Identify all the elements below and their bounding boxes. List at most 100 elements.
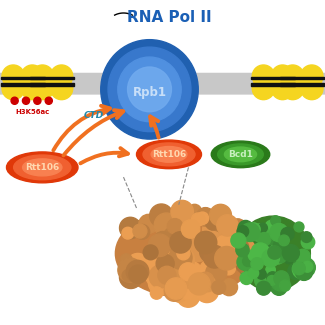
Circle shape	[298, 260, 315, 277]
Circle shape	[209, 257, 226, 273]
Circle shape	[172, 215, 191, 235]
Circle shape	[214, 228, 228, 242]
Circle shape	[223, 234, 244, 256]
Ellipse shape	[101, 40, 198, 139]
Circle shape	[241, 223, 259, 241]
Circle shape	[177, 243, 193, 259]
Circle shape	[255, 271, 272, 289]
Circle shape	[122, 270, 134, 282]
Circle shape	[217, 215, 238, 236]
Circle shape	[200, 241, 221, 263]
Circle shape	[251, 224, 269, 242]
Circle shape	[180, 283, 200, 304]
Circle shape	[206, 262, 227, 283]
Bar	[1, 77, 45, 79]
Circle shape	[165, 278, 187, 299]
Circle shape	[148, 234, 171, 256]
Circle shape	[182, 288, 194, 300]
Circle shape	[274, 240, 284, 251]
Circle shape	[216, 238, 230, 252]
Circle shape	[222, 261, 236, 275]
Circle shape	[11, 97, 18, 104]
Circle shape	[154, 231, 172, 250]
Circle shape	[200, 276, 215, 292]
Circle shape	[294, 222, 304, 232]
Circle shape	[149, 265, 172, 288]
Circle shape	[266, 245, 282, 261]
Circle shape	[212, 238, 227, 254]
Circle shape	[176, 264, 194, 282]
Circle shape	[166, 270, 189, 293]
Circle shape	[240, 272, 253, 284]
Circle shape	[205, 214, 222, 230]
Circle shape	[200, 260, 218, 278]
Bar	[280, 83, 324, 86]
Circle shape	[21, 77, 44, 100]
Text: CTD: CTD	[84, 111, 104, 120]
Circle shape	[236, 254, 254, 273]
Circle shape	[170, 232, 191, 253]
Circle shape	[181, 262, 202, 283]
Circle shape	[293, 254, 305, 266]
Bar	[251, 83, 295, 86]
Circle shape	[229, 219, 246, 235]
Circle shape	[170, 224, 187, 241]
Circle shape	[251, 256, 260, 266]
Circle shape	[31, 65, 54, 87]
Circle shape	[203, 231, 223, 252]
Ellipse shape	[118, 57, 181, 122]
Circle shape	[271, 65, 294, 87]
Circle shape	[196, 208, 215, 226]
Circle shape	[279, 235, 289, 246]
Circle shape	[143, 258, 160, 274]
Ellipse shape	[108, 47, 191, 132]
Circle shape	[118, 258, 142, 282]
Ellipse shape	[151, 147, 187, 162]
Circle shape	[243, 256, 253, 266]
Circle shape	[271, 279, 287, 295]
Circle shape	[271, 273, 290, 291]
Circle shape	[45, 97, 52, 104]
Circle shape	[258, 223, 267, 232]
Circle shape	[205, 254, 219, 267]
Circle shape	[120, 266, 142, 289]
Circle shape	[282, 244, 299, 262]
Circle shape	[122, 227, 134, 239]
Circle shape	[252, 65, 275, 87]
Circle shape	[22, 97, 30, 104]
Circle shape	[177, 284, 200, 307]
Circle shape	[162, 227, 186, 251]
Circle shape	[181, 220, 200, 238]
Circle shape	[124, 256, 142, 275]
Circle shape	[295, 263, 313, 280]
Circle shape	[167, 270, 191, 293]
Circle shape	[288, 263, 304, 280]
Circle shape	[196, 212, 209, 225]
Text: H3K56ac: H3K56ac	[15, 109, 50, 115]
Circle shape	[280, 280, 291, 291]
Circle shape	[161, 209, 179, 228]
Circle shape	[231, 233, 246, 248]
Ellipse shape	[136, 140, 202, 169]
Circle shape	[169, 246, 192, 269]
Ellipse shape	[224, 147, 257, 162]
Circle shape	[2, 65, 24, 87]
Ellipse shape	[218, 144, 263, 165]
Circle shape	[150, 287, 163, 299]
Circle shape	[156, 254, 174, 273]
Circle shape	[210, 204, 231, 226]
Ellipse shape	[6, 152, 78, 183]
Circle shape	[270, 224, 288, 242]
Ellipse shape	[143, 143, 195, 166]
Circle shape	[272, 252, 284, 264]
Circle shape	[248, 249, 261, 261]
Circle shape	[168, 266, 182, 280]
Circle shape	[265, 229, 280, 245]
Circle shape	[262, 249, 279, 267]
Circle shape	[267, 276, 277, 285]
Circle shape	[236, 243, 249, 257]
Circle shape	[296, 258, 315, 277]
Circle shape	[162, 251, 175, 263]
Circle shape	[235, 240, 249, 253]
Text: RNA Pol II: RNA Pol II	[127, 10, 211, 25]
